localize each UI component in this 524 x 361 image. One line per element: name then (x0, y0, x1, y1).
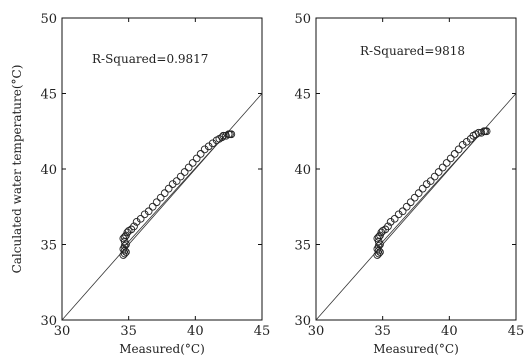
data-point (482, 127, 491, 136)
data-point (192, 154, 201, 163)
data-point (390, 214, 399, 223)
y-tick-label: 45 (294, 88, 311, 103)
data-point (426, 177, 435, 185)
y-tick-label: 50 (294, 12, 311, 27)
reference-line (315, 93, 517, 321)
data-point (418, 184, 427, 193)
r-squared-annotation: R-Squared=0.9817 (92, 52, 208, 66)
r-squared-annotation: R-Squared=9818 (360, 44, 465, 58)
data-point (384, 222, 392, 231)
data-point (176, 172, 185, 181)
data-point (120, 249, 129, 258)
fit-line (377, 132, 482, 248)
data-point (438, 163, 447, 172)
x-tick-label: 35 (374, 324, 391, 339)
data-point (196, 150, 205, 158)
data-point (442, 159, 451, 167)
y-tick-label: 40 (40, 163, 57, 178)
data-point (374, 246, 383, 255)
x-axis-label: Measured(°C) (373, 342, 459, 356)
y-tick-label: 35 (40, 239, 57, 254)
data-point (414, 189, 423, 198)
data-point (148, 202, 157, 211)
data-point (164, 184, 173, 193)
data-point (188, 159, 197, 167)
y-tick-label: 35 (294, 239, 311, 254)
plot-frame (315, 17, 517, 321)
data-point (374, 233, 383, 241)
data-point (374, 242, 383, 250)
data-point (402, 202, 411, 211)
data-point (152, 198, 161, 207)
data-point (172, 177, 181, 185)
x-tick-label: 35 (120, 324, 137, 339)
data-point (120, 233, 129, 241)
data-point (218, 133, 226, 142)
data-point (454, 145, 463, 154)
x-axis-label: Measured(°C) (119, 342, 205, 356)
y-tick-label: 30 (40, 314, 57, 329)
fit-line (123, 135, 225, 248)
data-point (180, 168, 189, 176)
data-point (156, 193, 165, 202)
data-point (227, 130, 236, 139)
data-point (446, 154, 455, 163)
data-point (406, 198, 415, 207)
data-point (434, 168, 443, 176)
y-axis-label: Calculated water temperature(°C) (10, 65, 24, 274)
x-tick-label: 45 (508, 324, 524, 339)
data-point (120, 242, 129, 250)
y-tick-label: 40 (294, 163, 311, 178)
data-point (374, 249, 383, 258)
plot-frame (61, 17, 263, 321)
data-point (160, 189, 169, 198)
x-tick-label: 40 (441, 324, 458, 339)
data-point (430, 172, 439, 181)
data-point (120, 246, 129, 255)
x-tick-label: 40 (187, 324, 204, 339)
data-point (184, 163, 193, 172)
left-chart-panel: R-Squared=0.9817 Measured(°C) Calculated… (10, 12, 270, 356)
data-point (136, 214, 145, 223)
x-tick-label: 30 (308, 324, 325, 339)
data-point (450, 150, 459, 158)
x-tick-label: 30 (54, 324, 71, 339)
y-tick-label: 45 (40, 88, 57, 103)
right-chart-panel: R-Squared=9818 Measured(°C) 30 35 40 45 30 35… (294, 12, 524, 356)
data-point (410, 193, 419, 202)
x-tick-label: 45 (254, 324, 271, 339)
data-point (130, 222, 138, 231)
data-point (398, 207, 407, 216)
y-tick-label: 30 (294, 314, 311, 329)
y-tick-label: 50 (40, 12, 57, 27)
data-point (144, 207, 153, 216)
